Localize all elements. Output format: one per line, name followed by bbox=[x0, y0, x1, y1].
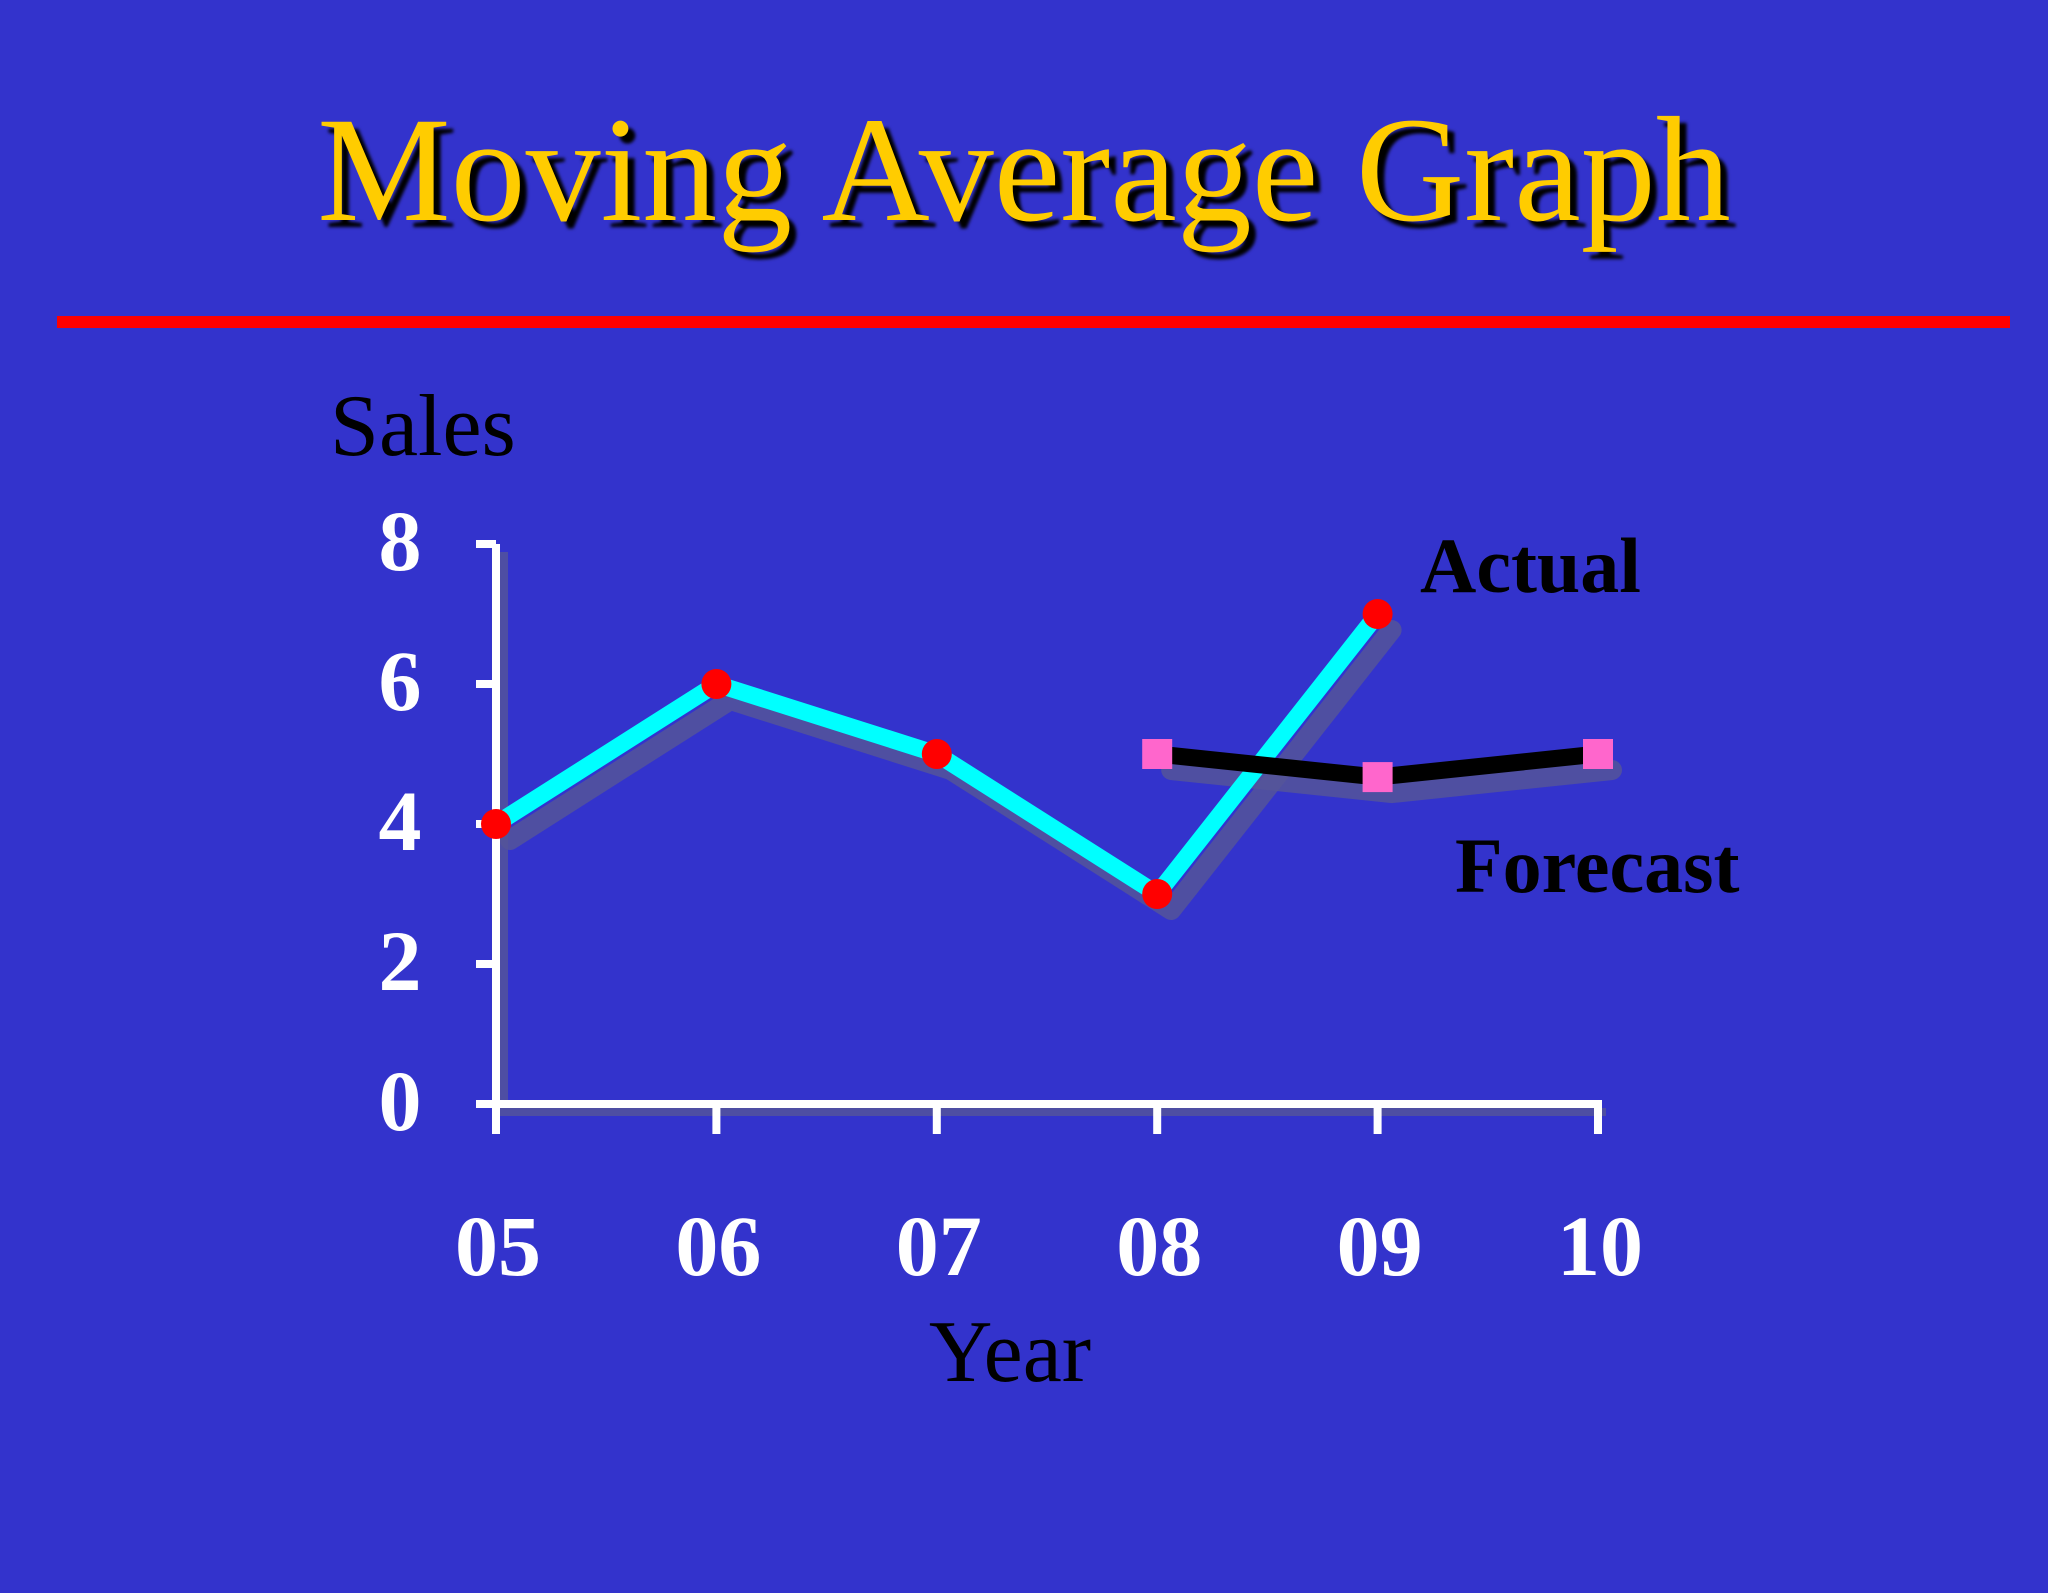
y-tick-label-8: 8 bbox=[379, 493, 422, 589]
forecast-point-08 bbox=[1142, 739, 1173, 769]
actual-point-09 bbox=[1362, 599, 1393, 629]
title-divider bbox=[57, 316, 2010, 328]
y-tick-label-0: 0 bbox=[379, 1053, 422, 1149]
x-tick-label-07: 07 bbox=[896, 1198, 982, 1294]
forecast-point-10 bbox=[1583, 739, 1613, 769]
x-tick-label-08: 08 bbox=[1116, 1198, 1202, 1294]
x-tick-label-09: 09 bbox=[1337, 1198, 1423, 1294]
slide-title: Moving Average Graph bbox=[317, 87, 1731, 253]
series-label-forecast: Forecast bbox=[1455, 822, 1739, 909]
y-tick-label-6: 6 bbox=[379, 633, 422, 729]
x-axis-title: Year bbox=[929, 1304, 1091, 1401]
x-tick-label-10: 10 bbox=[1557, 1198, 1643, 1294]
x-tick-label-06: 06 bbox=[675, 1198, 761, 1294]
axis-shadow bbox=[500, 552, 1606, 1116]
y-tick-label-2: 2 bbox=[379, 913, 422, 1009]
actual-point-06 bbox=[701, 669, 732, 699]
series-label-actual: Actual bbox=[1420, 522, 1641, 609]
forecast-point-09 bbox=[1362, 762, 1393, 793]
actual-point-07 bbox=[921, 739, 952, 769]
series-markers bbox=[481, 599, 1613, 909]
x-tick-label-05: 05 bbox=[455, 1198, 541, 1294]
actual-point-08 bbox=[1142, 879, 1173, 909]
y-axis-title: Sales bbox=[330, 378, 516, 475]
chart-labels: 0 2 4 6 8 05 06 07 08 09 10 Sales Year Actual Forecast bbox=[330, 378, 1739, 1401]
actual-point-05 bbox=[481, 809, 511, 839]
y-tick-label-4: 4 bbox=[379, 773, 422, 869]
